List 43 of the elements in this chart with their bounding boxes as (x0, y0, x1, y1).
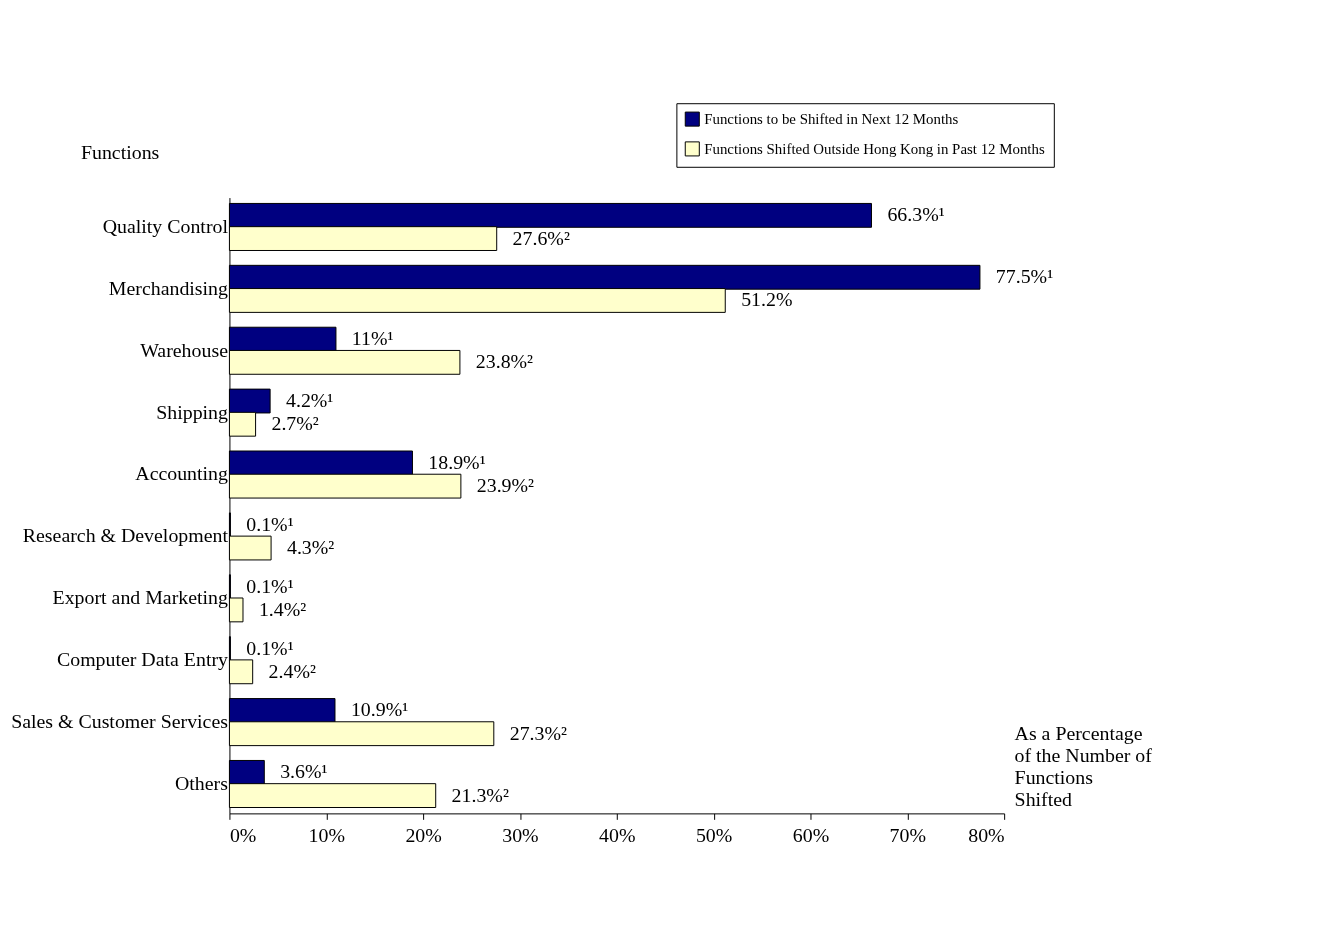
y-tick-label: Quality Control (102, 214, 229, 237)
data-label: 0.1%¹ (246, 636, 294, 659)
data-label: 2.7%² (271, 412, 319, 435)
data-label: 4.3%² (286, 535, 335, 558)
data-label: 3.6%¹ (280, 760, 328, 783)
x-tick-label: 80% (968, 823, 1005, 846)
data-label: 1.4%² (258, 597, 307, 620)
data-label: 4.2%¹ (286, 389, 334, 411)
data-label: 10.9%¹ (350, 698, 409, 721)
data-label: 11%¹ (351, 327, 394, 350)
y-tick-label: Computer Data Entry (56, 648, 229, 671)
data-label: 0.1%¹ (246, 512, 294, 535)
y-tick-label: Research & Development (22, 524, 229, 547)
x-axis-title: As a Percentage of the Number of Functions Shifted (1014, 722, 1153, 810)
y-tick-label: Others (174, 771, 229, 794)
x-tick-label: 30% (502, 823, 539, 846)
y-tick-label: Export and Marketing (52, 586, 229, 609)
data-label: 77.5%¹ (995, 265, 1054, 288)
x-tick-label: 40% (599, 823, 636, 846)
data-label: 66.3%¹ (887, 203, 945, 226)
data-label: 51.2% (741, 288, 793, 311)
data-label: 23.9%² (476, 474, 535, 497)
x-tick-label: 70% (889, 823, 927, 846)
data-label: 2.4%² (268, 659, 316, 682)
y-tick-label: Shipping (156, 400, 229, 423)
x-tick-label: 50% (695, 823, 733, 846)
y-tick-label: Warehouse (140, 338, 229, 361)
y-tick-label: Accounting (135, 462, 229, 485)
data-label: 27.6%² (512, 226, 570, 249)
data-label: 27.3%² (509, 721, 567, 744)
data-label: 23.8%² (475, 350, 534, 373)
y-tick-label: Sales & Customer Services (11, 710, 229, 733)
data-label: 0.1%¹ (246, 574, 294, 597)
y-tick-label: Merchandising (108, 276, 228, 299)
x-tick-label: 0% (229, 823, 257, 846)
x-tick-label: 60% (792, 823, 830, 846)
data-label: 18.9%¹ (428, 450, 486, 473)
x-tick-label: 20% (405, 823, 442, 846)
legend-label: Functions Shifted Outside Hong Kong in Past 12 Months (704, 140, 1045, 157)
data-label: 21.3%² (451, 783, 509, 806)
legend-label: Functions to be Shifted in Next 12 Months (704, 111, 959, 128)
y-axis-title: Functions (80, 141, 160, 164)
x-tick-label: 10% (308, 823, 345, 846)
